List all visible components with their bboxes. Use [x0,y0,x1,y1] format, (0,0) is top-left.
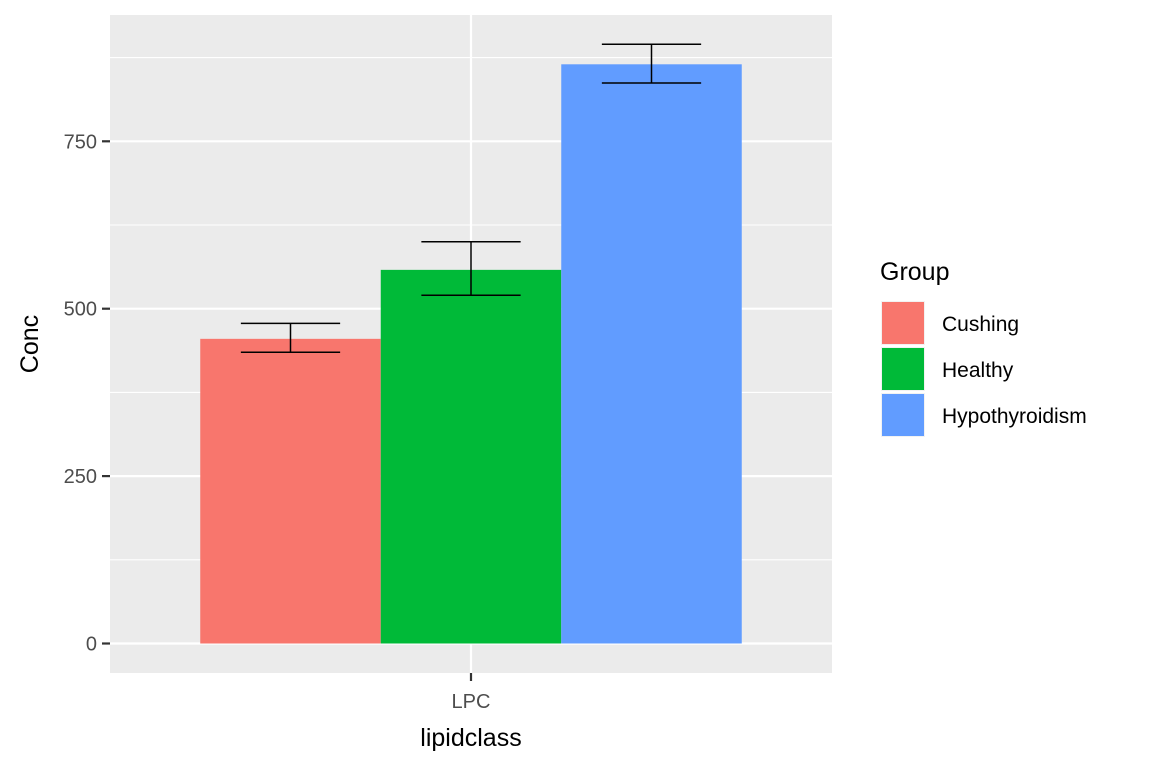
x-tick-label: LPC [452,691,491,713]
bar-cushing [200,338,381,644]
bar-healthy [380,269,562,644]
error-bars [240,43,702,353]
bars [200,64,742,644]
legend-label: Healthy [942,359,1014,382]
legend-label: Cushing [942,313,1019,336]
legend-key-cushing [882,302,924,344]
legend: Group Cushing Healthy Hypothyroidism [880,258,1087,437]
y-axis: 0 250 500 750 [64,131,110,656]
bar-hypothyroidism [561,64,742,644]
y-tick-label: 250 [64,466,97,488]
y-tick-label: 0 [86,634,97,656]
y-tick-label: 750 [64,131,97,153]
legend-title: Group [880,258,949,286]
legend-label: Hypothyroidism [942,405,1087,428]
y-tick-label: 500 [64,299,97,321]
y-axis-title: Conc [16,315,44,373]
legend-key-healthy [882,348,924,390]
legend-key-hypothyroidism [882,394,924,436]
x-axis-title: lipidclass [420,724,521,752]
x-axis: LPC [452,673,491,713]
